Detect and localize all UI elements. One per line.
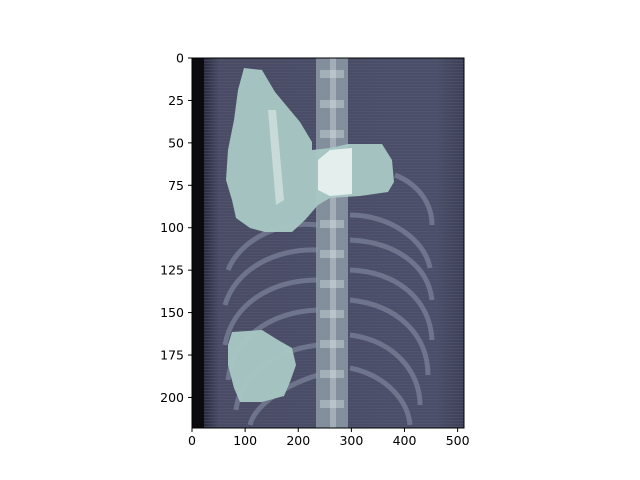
segmentation-lower (228, 330, 296, 402)
y-tick-label: 150 (160, 305, 184, 320)
x-tick-label: 400 (393, 433, 417, 448)
y-tick-label: 0 (176, 51, 184, 66)
spine (316, 58, 348, 428)
ct-image (192, 58, 464, 428)
vertebrae (320, 70, 344, 408)
highlight-streak (268, 110, 284, 205)
spinal-canal (330, 58, 336, 428)
y-tick-label: 125 (160, 263, 184, 278)
y-tick-label: 50 (168, 135, 184, 150)
ribs-right (349, 172, 435, 426)
x-tick-label: 200 (286, 433, 310, 448)
x-tick-label: 100 (233, 433, 257, 448)
x-tick-label: 0 (188, 433, 196, 448)
y-tick-label: 175 (160, 348, 184, 363)
x-axis: 0 100 200 300 400 500 (188, 428, 470, 448)
y-tick-label: 25 (168, 93, 184, 108)
y-tick-label: 100 (160, 220, 184, 235)
y-axis: 0 25 50 75 100 125 150 175 200 (160, 51, 192, 405)
y-tick-label: 75 (168, 178, 184, 193)
axes-frame (191, 57, 465, 429)
y-tick-label: 200 (160, 390, 184, 405)
x-tick-label: 500 (446, 433, 470, 448)
x-tick-label: 300 (339, 433, 363, 448)
bright-region (318, 148, 352, 196)
left-edge (192, 58, 204, 428)
